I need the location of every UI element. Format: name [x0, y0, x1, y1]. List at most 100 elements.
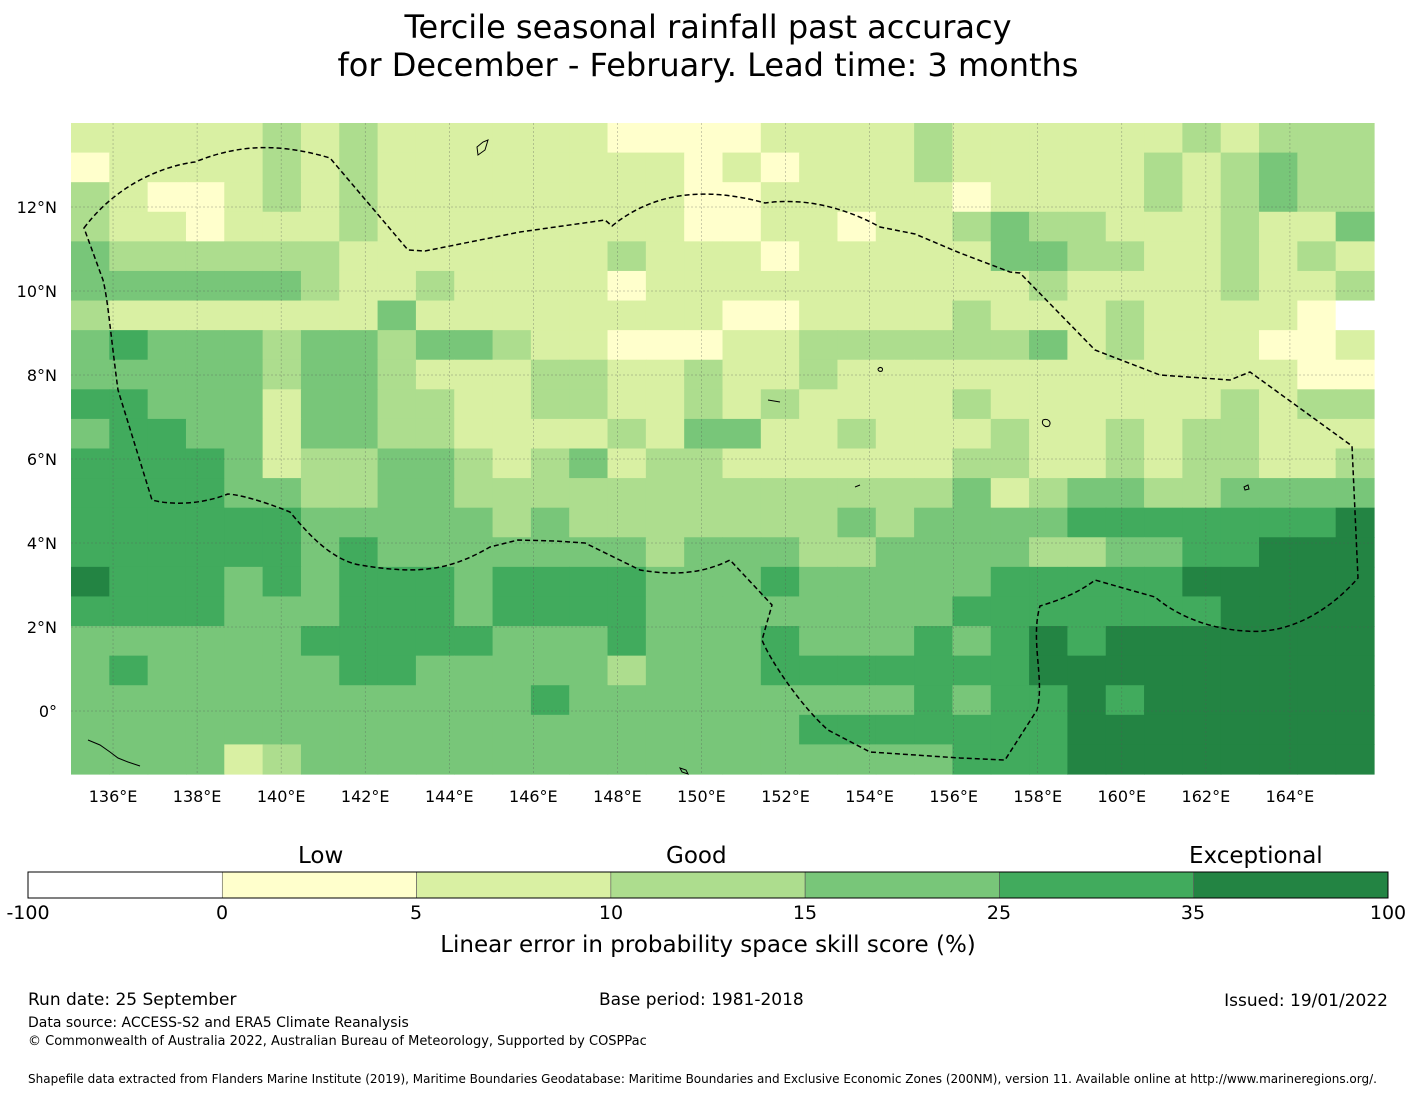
- grid-cell: [952, 478, 992, 509]
- grid-cell: [377, 566, 417, 598]
- grid-cell: [1029, 655, 1069, 686]
- grid-cell: [799, 389, 839, 420]
- grid-cell: [530, 566, 570, 598]
- grid-cell: [875, 389, 915, 420]
- grid-cell: [569, 744, 609, 775]
- grid-cell: [492, 211, 532, 242]
- longitude-tick-label: 152°E: [761, 787, 810, 806]
- grid-cell: [185, 241, 225, 272]
- grid-cell: [1335, 241, 1375, 272]
- grid-cell: [109, 389, 149, 420]
- grid-cell: [607, 152, 647, 183]
- grid-cell: [1105, 507, 1145, 538]
- grid-cell: [454, 182, 494, 213]
- colorbar-tick: 5: [409, 902, 423, 924]
- grid-cell: [1144, 685, 1183, 716]
- grid-cell: [760, 300, 800, 331]
- grid-cell: [415, 270, 455, 302]
- grid-cell: [224, 448, 264, 479]
- grid-cell: [530, 537, 570, 568]
- grid-cell: [1220, 714, 1260, 746]
- grid-cell: [760, 478, 800, 509]
- grid-cell: [224, 241, 264, 272]
- grid-cell: [1297, 537, 1337, 568]
- grid-cell: [914, 685, 954, 716]
- colorbar: [27, 871, 1389, 899]
- grid-cell: [262, 744, 302, 775]
- grid-cell: [914, 241, 954, 272]
- grid-cell: [607, 655, 647, 686]
- grid-cell: [147, 241, 187, 272]
- grid-cell: [722, 744, 762, 775]
- grid-cell: [492, 596, 532, 627]
- grid-cell: [492, 448, 532, 479]
- grid-cell: [875, 596, 915, 627]
- grid-cell: [1335, 685, 1375, 716]
- grid-cell: [109, 418, 149, 450]
- colorbar-tick: 10: [598, 902, 624, 924]
- grid-cell: [71, 596, 110, 627]
- grid-cell: [722, 655, 762, 686]
- grid-cell: [300, 566, 340, 598]
- longitude-tick-label: 136°E: [89, 787, 138, 806]
- grid-cell: [377, 685, 417, 716]
- grid-cell: [1144, 655, 1183, 686]
- chart-title-line-2: for December - February. Lead time: 3 mo…: [337, 46, 1079, 84]
- grid-cell: [224, 596, 264, 627]
- grid-cell: [1182, 182, 1222, 213]
- grid-cell: [1029, 507, 1069, 538]
- latitude-tick-label: 4°N: [27, 534, 57, 553]
- grid-cell: [71, 241, 110, 272]
- grid-cell: [492, 123, 532, 154]
- grid-cell: [645, 448, 685, 479]
- grid-cell: [1182, 211, 1222, 242]
- grid-cell: [760, 211, 800, 242]
- grid-cell: [224, 270, 264, 302]
- grid-cell: [722, 596, 762, 627]
- grid-cell: [71, 330, 110, 361]
- grid-cell: [952, 685, 992, 716]
- grid-cell: [262, 596, 302, 627]
- grid-cell: [837, 300, 877, 331]
- grid-cell: [990, 537, 1030, 568]
- grid-cell: [415, 507, 455, 538]
- grid-cell: [645, 685, 685, 716]
- grid-cell: [377, 507, 417, 538]
- grid-cell: [147, 685, 187, 716]
- grid-cell: [760, 596, 800, 627]
- grid-cell: [492, 626, 532, 657]
- grid-cell: [952, 655, 992, 686]
- colorbar-bin: [804, 871, 1000, 899]
- grid-cell: [109, 241, 149, 272]
- grid-cell: [952, 389, 992, 420]
- grid-cell: [645, 566, 685, 598]
- grid-cell: [71, 685, 110, 716]
- colorbar-title: Linear error in probability space skill …: [440, 932, 976, 958]
- grid-cell: [990, 182, 1030, 213]
- grid-cell: [1029, 241, 1069, 272]
- latitude-tick-labels: 12°N 10°N 8°N 6°N 4°N 2°N 0°: [17, 198, 57, 721]
- longitude-tick-label: 142°E: [341, 787, 390, 806]
- grid-cell: [952, 596, 992, 627]
- grid-cell: [1029, 211, 1069, 242]
- grid-cell: [224, 389, 264, 420]
- grid-cell: [185, 152, 225, 183]
- grid-cell: [1220, 123, 1260, 154]
- grid-cell: [109, 744, 149, 775]
- grid-cell: [684, 448, 724, 479]
- islands: [87, 139, 1250, 775]
- grid-cell: [185, 300, 225, 331]
- grid-cell: [607, 626, 647, 657]
- grid-cell: [684, 478, 724, 509]
- grid-cell: [300, 330, 340, 361]
- grid-cell: [147, 270, 187, 302]
- grid-cell: [1067, 270, 1107, 302]
- grid-cell: [1029, 714, 1069, 746]
- grid-cell: [1335, 270, 1375, 302]
- grid-cell: [1067, 566, 1107, 598]
- grid-cell: [1144, 182, 1183, 213]
- grid-cell: [530, 182, 570, 213]
- grid-cell: [185, 211, 225, 242]
- colorbar-label-exceptional: Exceptional: [1189, 843, 1323, 869]
- grid-cell: [990, 211, 1030, 242]
